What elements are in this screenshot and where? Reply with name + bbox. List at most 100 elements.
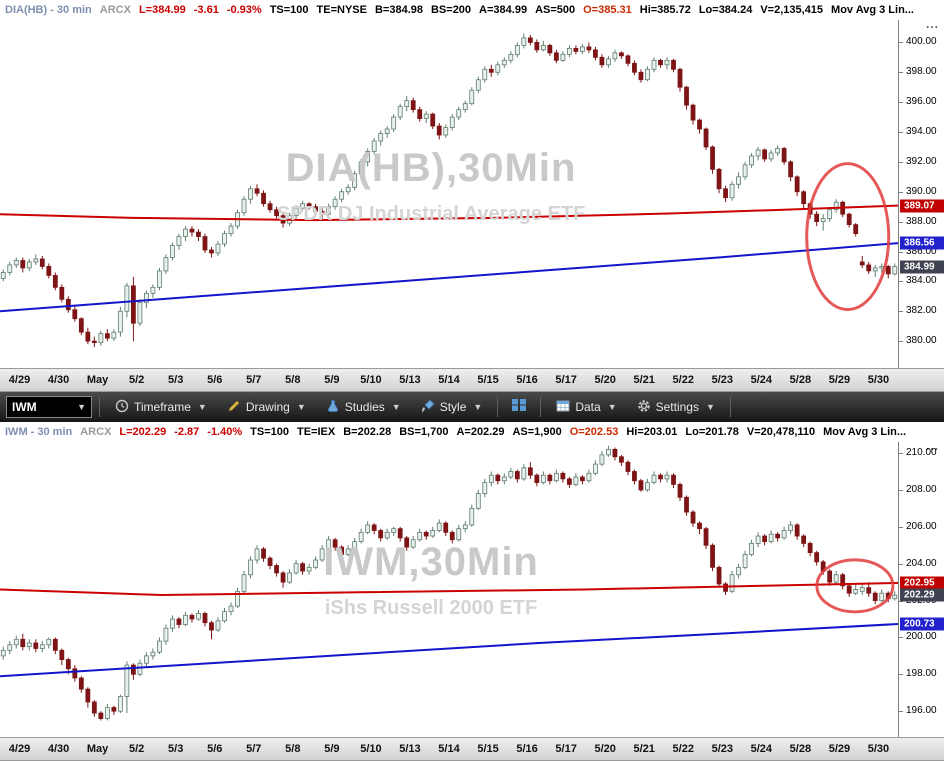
date-label: 5/24 xyxy=(750,743,773,755)
y-axis-label: 396.00 xyxy=(899,97,937,107)
annotation-ellipse xyxy=(815,558,895,614)
data-label: Data xyxy=(575,400,601,414)
date-label: 5/29 xyxy=(828,374,851,386)
price-badge: 389.07 xyxy=(900,199,944,213)
quote-field: B=384.98 xyxy=(374,4,423,16)
date-label: 5/23 xyxy=(711,743,734,755)
price-badge: 202.29 xyxy=(900,588,944,602)
date-axis-dia: 4/29 4/30 May 5/2 5/3 5/6 5/7 5/8 5/9 5/10 5/13 5/1… xyxy=(0,368,944,392)
brush-icon xyxy=(421,398,435,416)
chevron-down-icon: ▼ xyxy=(607,402,617,412)
quote-field: ARCX xyxy=(80,426,112,438)
date-label: May xyxy=(86,743,109,755)
y-axis-label: 386.00 xyxy=(899,246,937,257)
chevron-down-icon: ▼ xyxy=(473,402,483,412)
clock-icon xyxy=(115,399,129,416)
candlestick-plot-iwm[interactable] xyxy=(0,442,898,737)
y-axis-label: 380.00 xyxy=(899,336,937,346)
symbol-select[interactable]: IWM ▼ xyxy=(6,396,92,418)
date-label: 5/24 xyxy=(750,374,773,386)
quote-field: TE=IEX xyxy=(296,426,336,438)
date-label: 5/15 xyxy=(477,374,499,386)
price-chart-iwm[interactable]: IWM,30Min iShs Russell 2000 ETF xyxy=(0,442,898,737)
date-label: 5/20 xyxy=(594,743,616,755)
chevron-down-icon: ▼ xyxy=(296,402,306,412)
quote-field: O=385.31 xyxy=(583,4,632,16)
date-label: 5/17 xyxy=(555,743,577,755)
quote-bar-dia: DIA(HB) - 30 min ARCX L=384.99 -3.61 -0.93% T… xyxy=(0,0,944,20)
price-axis-iwm: ... 210.00208.00206.00204.00202.00200.00… xyxy=(898,439,944,737)
flask-icon xyxy=(326,399,340,416)
date-label: 5/13 xyxy=(399,743,421,755)
date-label: 5/28 xyxy=(789,374,812,386)
moving-average-blue xyxy=(0,623,898,678)
y-axis-label: 196.00 xyxy=(899,706,937,716)
timeframe-label: Timeframe xyxy=(134,400,191,414)
price-chart-dia[interactable]: DIA(HB),30Min SPDR DJ Industrial Average… xyxy=(0,20,898,368)
moving-average-red xyxy=(0,582,898,597)
timeframe-button[interactable]: Timeframe ▼ xyxy=(107,395,215,419)
date-label: 5/3 xyxy=(168,374,184,386)
date-label: 5/6 xyxy=(207,743,223,755)
quote-field: DIA(HB) - 30 min xyxy=(5,4,92,16)
date-label: 4/30 xyxy=(47,743,70,755)
quote-field: AS=500 xyxy=(535,4,576,16)
price-badge: 386.56 xyxy=(900,236,944,250)
y-axis-label: 398.00 xyxy=(899,67,937,77)
date-label: 5/14 xyxy=(438,374,460,386)
quote-field: A=202.29 xyxy=(456,426,505,438)
price-badge: 384.99 xyxy=(900,260,944,274)
date-label: 5/17 xyxy=(555,374,577,386)
quote-field: TS=100 xyxy=(250,426,289,438)
y-axis-label: 388.00 xyxy=(899,216,937,227)
date-label: 5/16 xyxy=(516,374,538,386)
y-axis-label: 200.00 xyxy=(899,632,937,642)
date-label: 4/30 xyxy=(47,374,70,386)
date-label: 5/23 xyxy=(711,374,734,386)
date-label: 5/8 xyxy=(285,374,301,386)
chevron-down-icon: ▼ xyxy=(391,402,401,412)
toolbar-separator xyxy=(497,397,499,417)
gear-icon xyxy=(637,399,651,416)
y-axis-label: 382.00 xyxy=(899,306,937,316)
quote-field: L=384.99 xyxy=(138,4,186,16)
settings-button[interactable]: Settings ▼ xyxy=(629,395,723,419)
drawing-button[interactable]: Drawing ▼ xyxy=(219,395,314,419)
quote-field: AS=1,900 xyxy=(512,426,562,438)
date-label: 5/30 xyxy=(867,743,890,755)
y-axis-label: 198.00 xyxy=(899,669,937,679)
date-label: 5/30 xyxy=(867,374,890,386)
grid-icon xyxy=(511,398,527,417)
date-label: 5/7 xyxy=(246,743,262,755)
moving-average-red xyxy=(0,204,898,222)
quote-bar-iwm: IWM - 30 min ARCX L=202.29 -2.87 -1.40% TS=10… xyxy=(0,422,944,442)
y-axis-label: 206.00 xyxy=(899,521,937,532)
quote-field: -1.40% xyxy=(207,426,243,438)
studies-button[interactable]: Studies ▼ xyxy=(318,395,409,419)
layout-grid-button[interactable] xyxy=(505,395,533,419)
data-button[interactable]: Data ▼ xyxy=(548,395,624,419)
date-label: 5/21 xyxy=(633,374,655,386)
pencil-icon xyxy=(227,399,241,416)
date-label: May xyxy=(86,374,109,386)
drawing-label: Drawing xyxy=(245,400,290,414)
date-label: 5/13 xyxy=(399,374,421,386)
chevron-down-icon: ▼ xyxy=(77,402,86,412)
quote-field: -0.93% xyxy=(226,4,262,16)
candlestick-plot-dia[interactable] xyxy=(0,20,898,368)
quote-field: TE=NYSE xyxy=(316,4,367,16)
date-label: 5/29 xyxy=(828,743,851,755)
date-label: 5/20 xyxy=(594,374,616,386)
date-label: 5/6 xyxy=(207,374,223,386)
date-label: 5/9 xyxy=(324,743,340,755)
settings-label: Settings xyxy=(655,400,699,414)
axis-menu-button[interactable]: ... xyxy=(925,439,939,453)
quote-field: Hi=385.72 xyxy=(639,4,691,16)
y-axis-label: 204.00 xyxy=(899,558,937,569)
axis-menu-button[interactable]: ... xyxy=(925,17,939,31)
y-axis-label: 400.00 xyxy=(899,37,937,47)
style-button[interactable]: Style ▼ xyxy=(413,395,491,419)
quote-field: IWM - 30 min xyxy=(5,426,73,438)
quote-field: ARCX xyxy=(99,4,131,16)
toolbar-separator xyxy=(99,397,100,417)
